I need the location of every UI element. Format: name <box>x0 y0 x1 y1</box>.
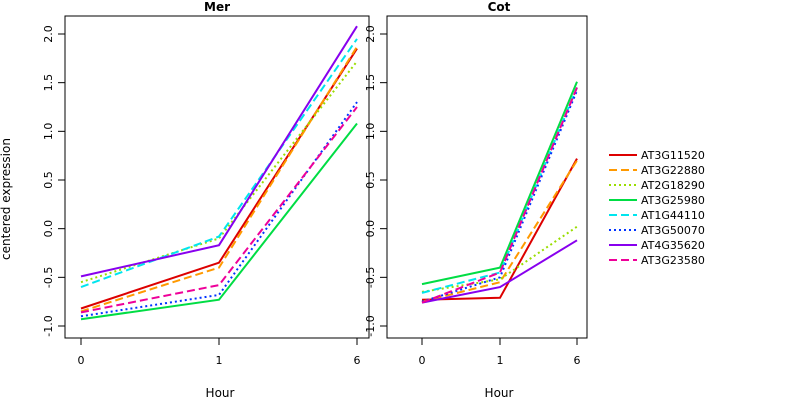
series-line-at3g22880 <box>80 46 358 313</box>
y-axis-title: centered expression <box>0 138 13 260</box>
x-tick-label: 1 <box>497 354 504 367</box>
y-tick-label: 1.5 <box>364 74 377 92</box>
series-line-at3g50070 <box>80 101 358 318</box>
y-tick-label: -0.5 <box>364 267 377 288</box>
x-tick-label: 1 <box>216 354 223 367</box>
y-axis: -1.0 -0.5 0.0 0.5 1.0 1.5 2.0 <box>364 25 388 337</box>
y-tick-label: 0.5 <box>42 171 55 189</box>
panel-title: Cot <box>488 0 511 14</box>
series-line-at3g11520 <box>80 48 358 310</box>
x-axis-title: Hour <box>485 386 514 400</box>
panel-cot: Cot Hour 0 1 6 -1.0 -0.5 0.0 0.5 1.0 1.5 2.0 <box>364 0 588 400</box>
y-tick-label: 2.0 <box>42 25 55 43</box>
series-line-at3g25980 <box>421 81 578 286</box>
legend-label: AT3G25980 <box>641 194 705 207</box>
legend-label: AT4G35620 <box>641 239 705 252</box>
legend-item: AT3G50070 <box>609 224 705 237</box>
y-tick-label: -1.0 <box>364 315 377 336</box>
series-line-at3g23580 <box>80 106 358 314</box>
x-tick-label: 6 <box>574 354 581 367</box>
legend-item: AT1G44110 <box>609 209 705 222</box>
y-tick-label: -0.5 <box>42 267 55 288</box>
series-lines <box>421 81 578 304</box>
y-axis: -1.0 -0.5 0.0 0.5 1.0 1.5 2.0 <box>42 25 66 337</box>
series-line-at3g25980 <box>80 122 358 321</box>
legend-item: AT3G22880 <box>609 164 705 177</box>
legend-item: AT2G18290 <box>609 179 705 192</box>
legend-label: AT3G11520 <box>641 149 705 162</box>
legend-item: AT3G25980 <box>609 194 705 207</box>
series-line-at3g23580 <box>421 87 578 304</box>
series-line-at3g50070 <box>421 90 578 303</box>
x-axis-title: Hour <box>206 386 235 400</box>
legend-item: AT3G11520 <box>609 149 705 162</box>
y-tick-label: 1.0 <box>364 123 377 141</box>
legend: AT3G11520 AT3G22880 AT2G18290 AT3G25980 AT1G… <box>609 149 705 267</box>
panel-title: Mer <box>204 0 230 14</box>
y-tick-label: 1.0 <box>42 123 55 141</box>
y-tick-label: 0.0 <box>42 220 55 238</box>
series-line-at3g22880 <box>421 159 578 303</box>
legend-label: AT2G18290 <box>641 179 705 192</box>
series-line-at3g11520 <box>421 158 578 301</box>
y-tick-label: 2.0 <box>364 25 377 43</box>
panel-mer: Mer Hour 0 1 6 -1.0 -0.5 0.0 0.5 1.0 1.5 2.0 <box>42 0 370 400</box>
x-axis: 0 1 6 <box>78 337 361 367</box>
series-line-at1g44110 <box>80 38 358 289</box>
legend-label: AT3G22880 <box>641 164 705 177</box>
series-line-at4g35620 <box>421 239 578 304</box>
series-lines <box>80 25 358 321</box>
y-tick-label: 1.5 <box>42 74 55 92</box>
y-tick-label: 0.5 <box>364 171 377 189</box>
series-line-at1g44110 <box>421 87 578 294</box>
legend-item: AT4G35620 <box>609 239 705 252</box>
series-line-at2g18290 <box>80 60 358 284</box>
y-tick-label: -1.0 <box>42 315 55 336</box>
y-tick-label: 0.0 <box>364 220 377 238</box>
x-tick-label: 0 <box>78 354 85 367</box>
panel-frame <box>64 15 370 339</box>
legend-label: AT1G44110 <box>641 209 705 222</box>
x-tick-label: 6 <box>354 354 361 367</box>
series-line-at4g35620 <box>80 25 358 278</box>
legend-label: AT3G50070 <box>641 224 705 237</box>
legend-item: AT3G23580 <box>609 254 705 267</box>
series-line-at2g18290 <box>421 225 578 293</box>
x-tick-label: 0 <box>419 354 426 367</box>
legend-label: AT3G23580 <box>641 254 705 267</box>
x-axis: 0 1 6 <box>419 337 581 367</box>
